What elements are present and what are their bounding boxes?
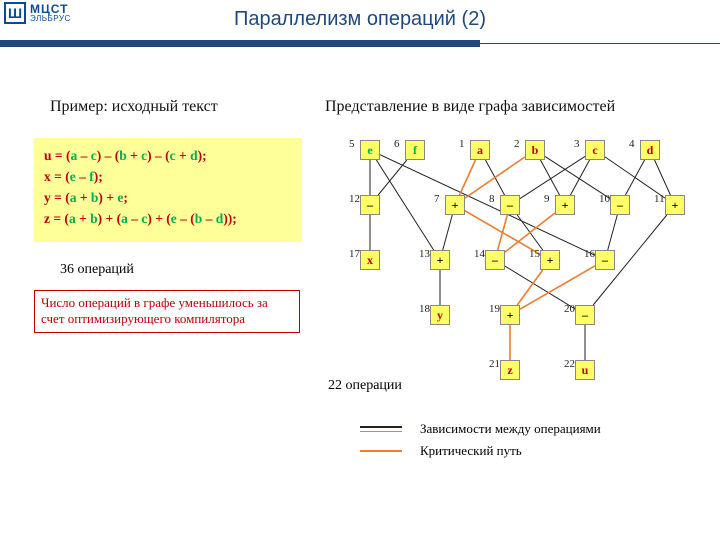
header-rule [0,40,720,48]
graph-node-n12: – [360,195,380,215]
section-source-heading: Пример: исходный текст [50,98,218,116]
header: Ш МЦСТ ЭЛЬБРУС Параллелизм операций (2) [0,0,720,44]
graph-node-b: b [525,140,545,160]
graph-node-n14: – [485,250,505,270]
graph-node-num-n8: 8 [489,193,495,205]
graph-node-num-n20: 20 [564,303,575,315]
graph-node-num-c: 3 [574,138,580,150]
graph-node-num-n12: 12 [349,193,360,205]
graph-node-num-n11: 11 [654,193,665,205]
graph-node-n8: – [500,195,520,215]
code-box: u = (a – c) – (b + c) – (c + d);x = (e –… [34,138,302,242]
graph-node-num-e: 5 [349,138,355,150]
graph-node-u: u [575,360,595,380]
graph-node-n10: – [610,195,630,215]
legend-swatch-deps [360,426,402,432]
graph-node-n20: – [575,305,595,325]
dependency-graph: e5f6a1b2c3d4–12+7–8+9–10+11x17+13–14+15–… [340,130,700,390]
graph-node-num-n10: 10 [599,193,610,205]
graph-node-num-z: 21 [489,358,500,370]
graph-node-n15: + [540,250,560,270]
page-title: Параллелизм операций (2) [0,8,720,31]
graph-node-num-x: 17 [349,248,360,260]
graph-node-n13: + [430,250,450,270]
graph-node-num-u: 22 [564,358,575,370]
legend-swatch-crit [360,450,402,452]
graph-node-num-f: 6 [394,138,400,150]
legend: Зависимости между операциями Критический… [360,418,601,462]
graph-node-a: a [470,140,490,160]
graph-node-num-d: 4 [629,138,635,150]
graph-node-num-n7: 7 [434,193,440,205]
graph-node-num-a: 1 [459,138,465,150]
graph-node-num-n19: 19 [489,303,500,315]
graph-node-num-n15: 15 [529,248,540,260]
graph-node-n7: + [445,195,465,215]
graph-node-c: c [585,140,605,160]
graph-node-num-n14: 14 [474,248,485,260]
graph-node-n19: + [500,305,520,325]
legend-crit-label: Критический путь [420,443,522,459]
legend-deps-label: Зависимости между операциями [420,421,601,437]
graph-node-n11: + [665,195,685,215]
graph-node-d: d [640,140,660,160]
graph-node-y: y [430,305,450,325]
graph-node-n9: + [555,195,575,215]
graph-node-z: z [500,360,520,380]
graph-node-num-n13: 13 [419,248,430,260]
graph-node-num-b: 2 [514,138,520,150]
graph-node-e: e [360,140,380,160]
ops-count-source: 36 операций [60,262,134,278]
graph-node-n16: – [595,250,615,270]
optimizer-note: Число операций в графе уменьшилось за сч… [34,290,300,333]
graph-node-num-n9: 9 [544,193,550,205]
graph-node-num-n16: 16 [584,248,595,260]
graph-node-num-y: 18 [419,303,430,315]
graph-node-x: x [360,250,380,270]
section-graph-heading: Представление в виде графа зависимостей [325,98,615,116]
graph-node-f: f [405,140,425,160]
